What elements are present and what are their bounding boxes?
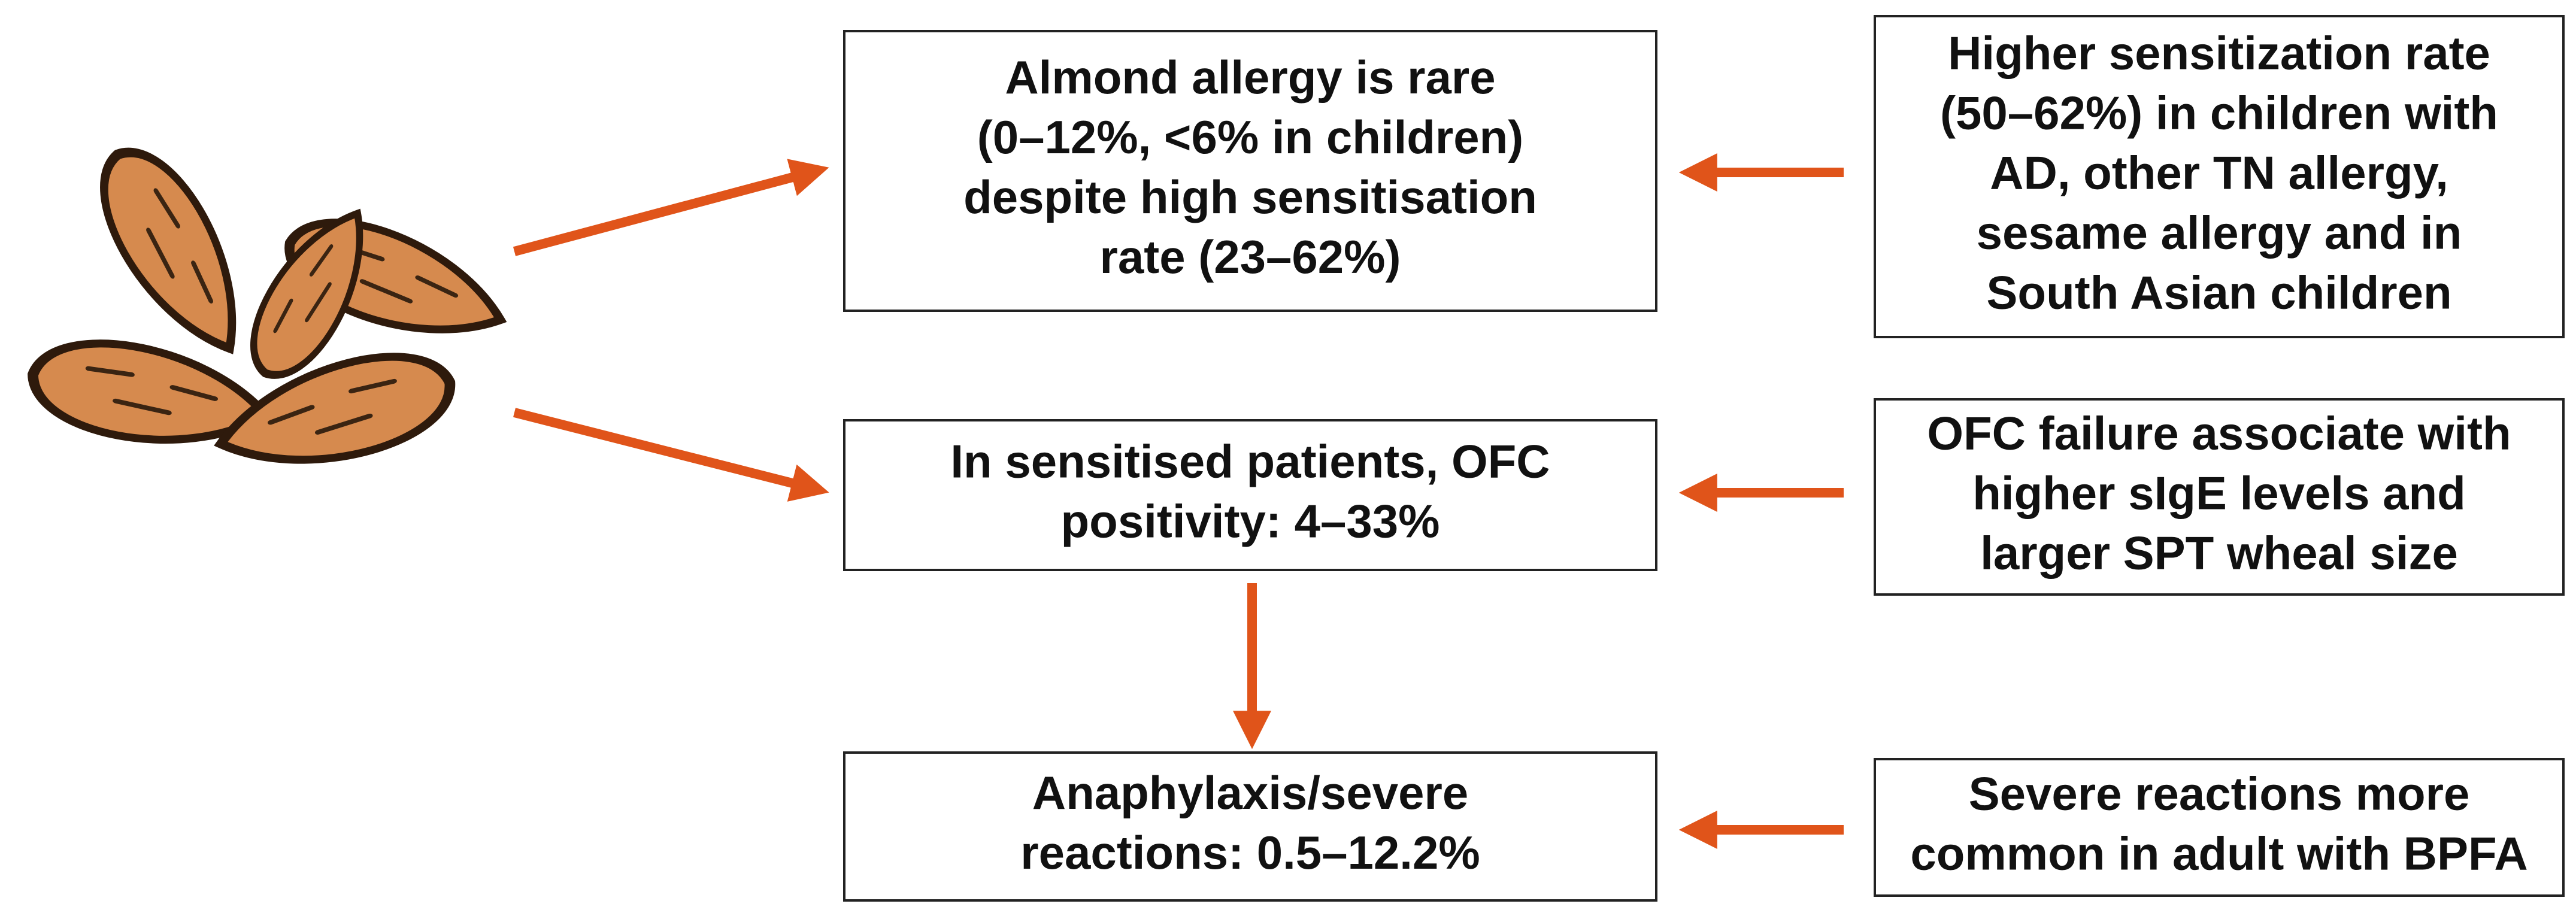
node-box (843, 419, 1657, 571)
node-text: OFC failure associate with (1927, 407, 2511, 460)
node: Severe reactions more common in adult wit… (1874, 758, 2565, 897)
node-text: In sensitised patients, OFC (950, 435, 1550, 488)
node-text: Anaphylaxis/severe (1032, 766, 1468, 819)
node: Higher sensitization rate (50–62%) in chi… (1874, 15, 2565, 338)
almonds-illustration (28, 147, 507, 464)
node-text: positivity: 4–33% (1061, 495, 1440, 548)
node-text: larger SPT wheal size (1980, 527, 2458, 580)
node-text: sesame allergy and in (1977, 207, 2462, 259)
node-text: Almond allergy is rare (1005, 51, 1495, 104)
arrow (513, 408, 829, 502)
arrow (513, 159, 829, 256)
node: In sensitised patients, OFC positivity: 4… (843, 419, 1657, 571)
node-text: South Asian children (1986, 266, 2451, 319)
node-box (1874, 398, 2565, 596)
node-text: reactions: 0.5–12.2% (1020, 826, 1480, 879)
node-box (843, 30, 1657, 312)
node-box (1874, 15, 2565, 338)
node-box (1874, 758, 2565, 897)
node-text: Higher sensitization rate (1948, 27, 2490, 80)
node-text: (0–12%, <6% in children) (977, 111, 1524, 163)
arrows (513, 153, 1844, 849)
node: Almond allergy is rare (0–12%, <6% in chi… (843, 30, 1657, 312)
node: Anaphylaxis/severe reactions: 0.5–12.2% (843, 751, 1657, 902)
node-box (843, 751, 1657, 902)
node-text: Severe reactions more (1969, 768, 2470, 820)
node-text: despite high sensitisation (963, 171, 1537, 223)
node-text: common in adult with BPFA (1910, 827, 2527, 880)
node: OFC failure associate with higher sIgE le… (1874, 398, 2565, 596)
node-text: rate (23–62%) (1100, 230, 1401, 283)
node-text: (50–62%) in children with (1940, 87, 2498, 139)
node-text: AD, other TN allergy, (1990, 147, 2448, 199)
node-text: higher sIgE levels and (1972, 467, 2466, 520)
